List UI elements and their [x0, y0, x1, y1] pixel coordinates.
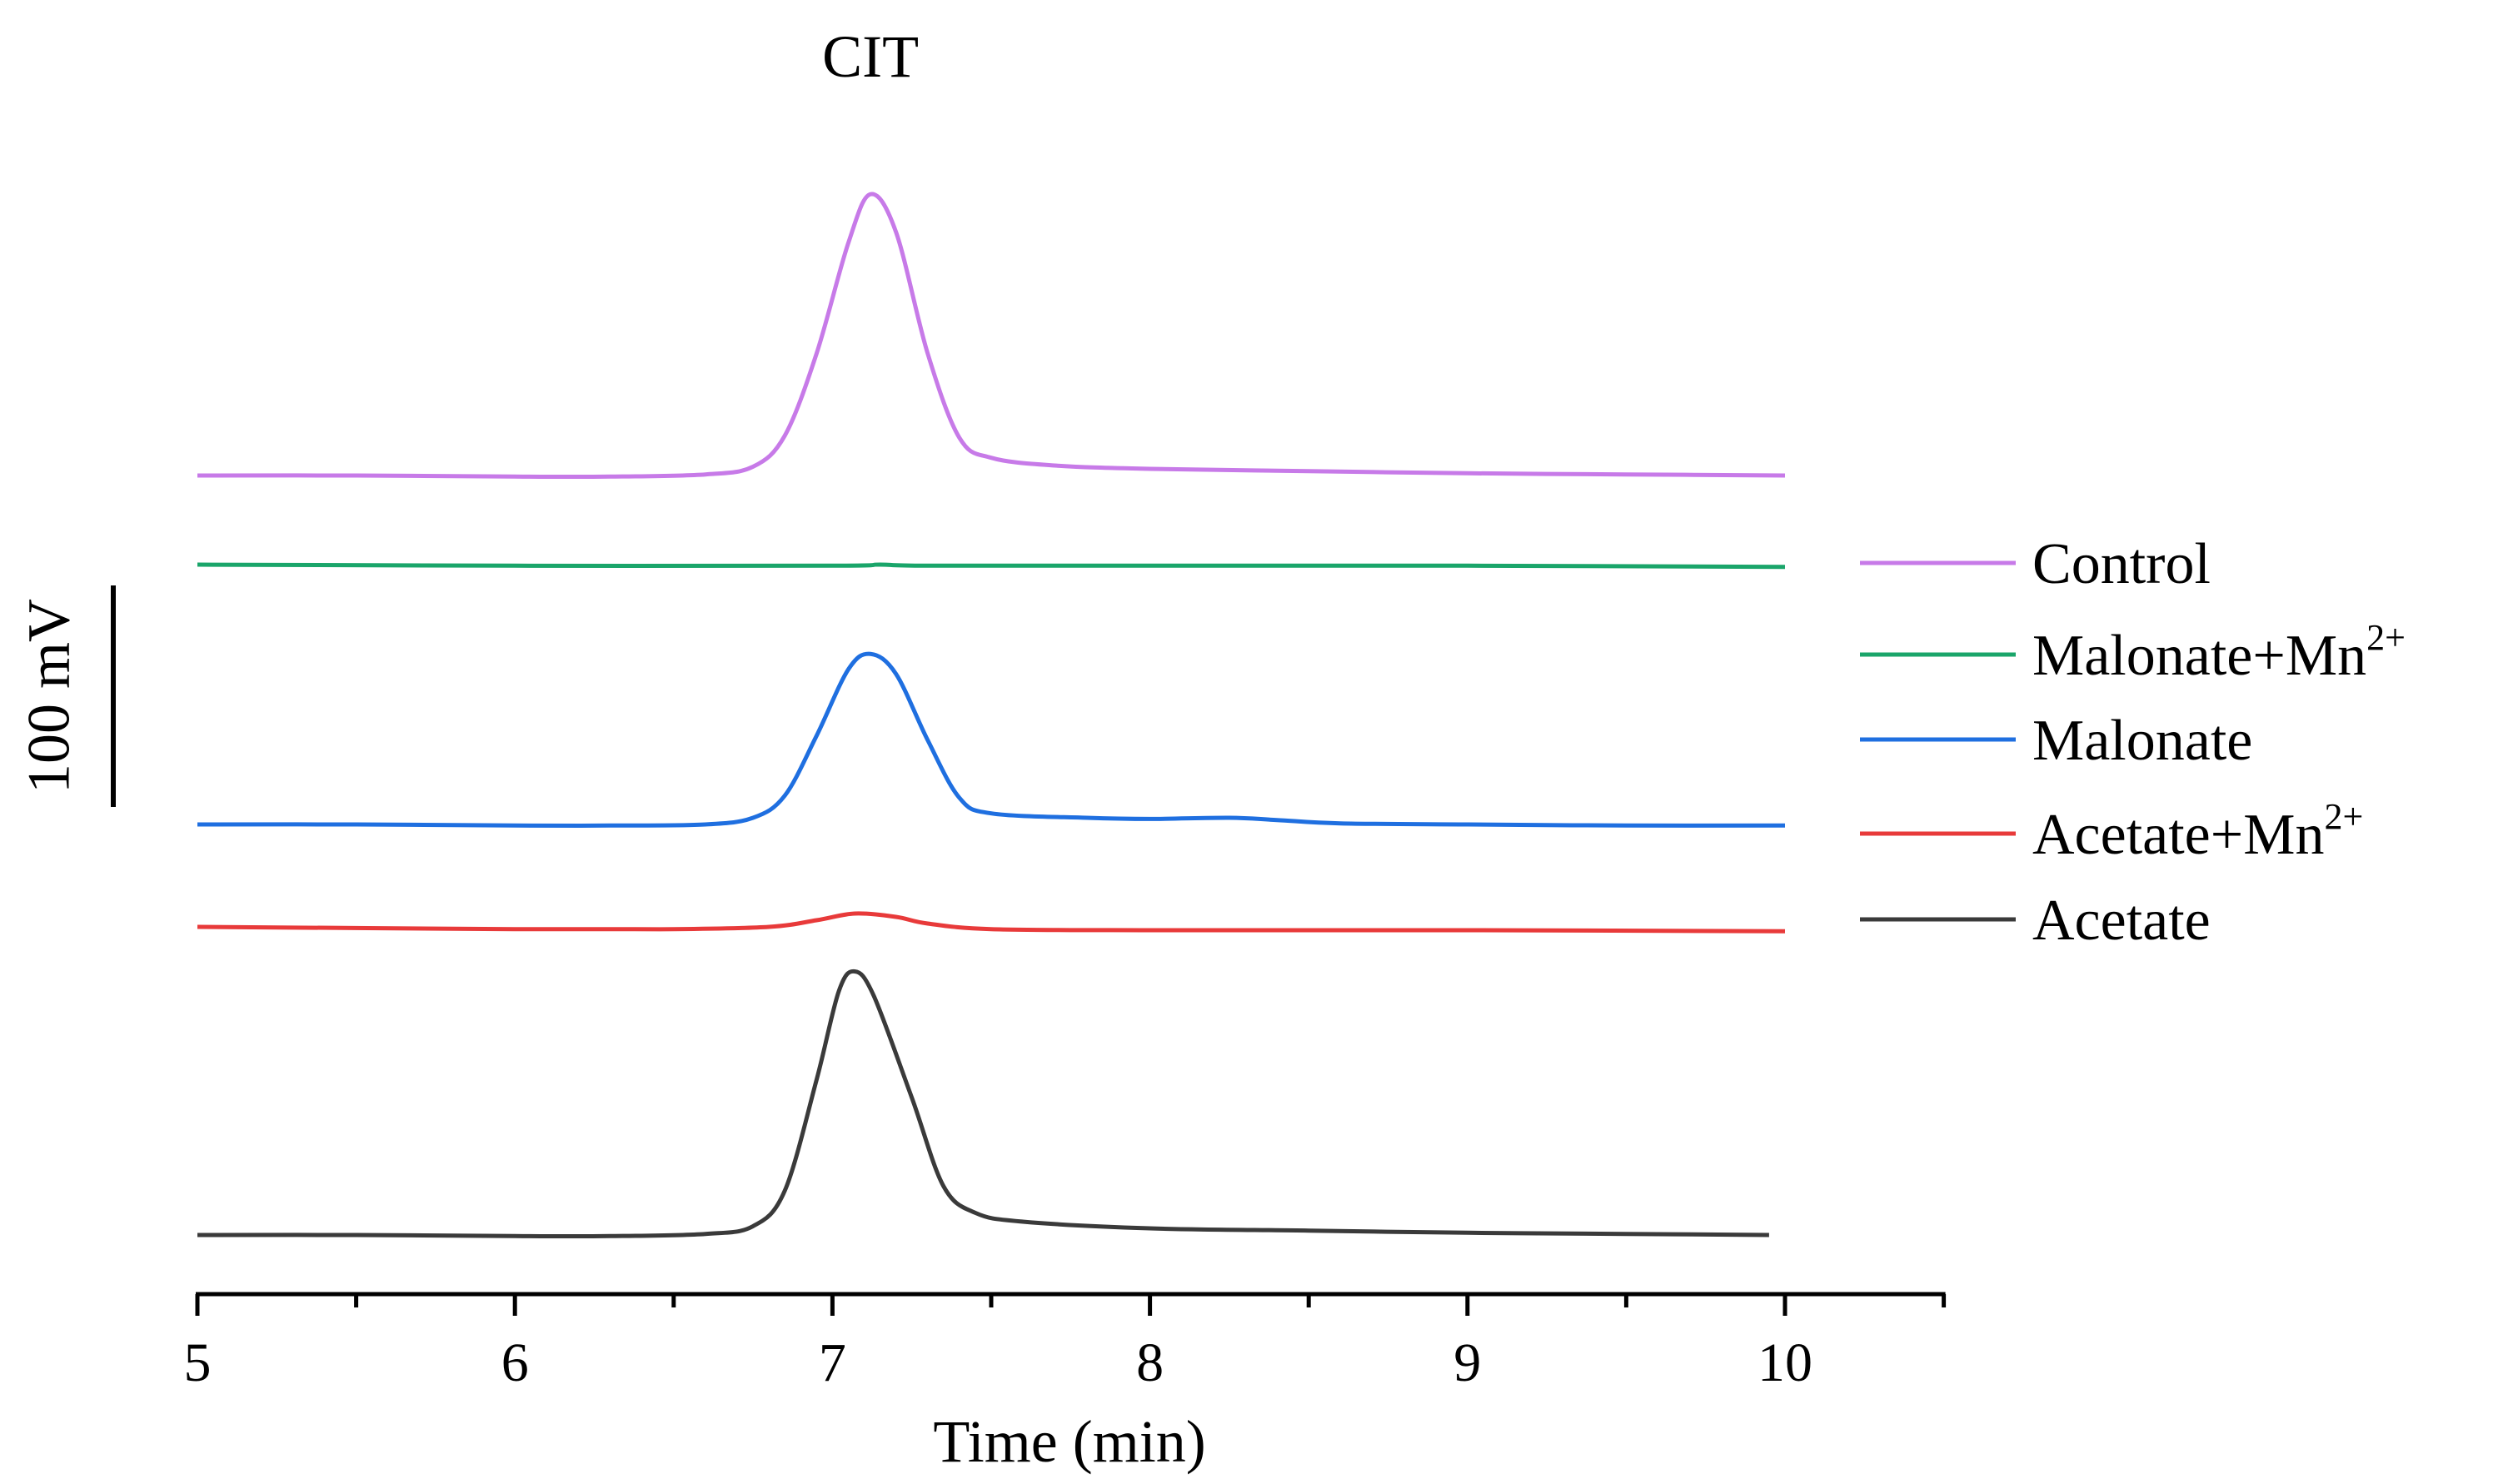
legend-item-malonate-mn2: Malonate+Mn2+ — [1860, 617, 2406, 688]
series-line-malonate — [197, 651, 1786, 829]
legend-label: Acetate — [2032, 889, 2211, 953]
traces-layer — [197, 192, 1786, 1239]
peak-annotation-cit: CIT — [822, 23, 919, 90]
legend: Control Malonate+Mn2+ Malonate Acetate+Mn2+… — [1860, 532, 2406, 953]
legend-item-acetate: Acetate — [1860, 889, 2211, 953]
x-tick-label: 10 — [1758, 1332, 1812, 1393]
legend-label: Control — [2032, 532, 2211, 596]
legend-item-malonate: Malonate — [1860, 709, 2252, 773]
x-tick-label: 9 — [1453, 1332, 1481, 1393]
legend-label: Malonate — [2032, 709, 2252, 773]
series-line-control — [197, 192, 1786, 480]
x-tick-label: 5 — [184, 1332, 212, 1393]
series-line-acetate-mn2 — [197, 911, 1786, 934]
scale-bar-label: 100 mV — [16, 599, 82, 794]
scale-bar: 100 mV — [16, 585, 116, 807]
x-axis-title: Time (min) — [933, 1408, 1205, 1475]
x-tick-label: 6 — [501, 1332, 529, 1393]
x-tick-label: 8 — [1136, 1332, 1164, 1393]
legend-label: Malonate+Mn2+ — [2032, 617, 2406, 688]
legend-item-acetate-mn2: Acetate+Mn2+ — [1860, 796, 2363, 867]
legend-item-control: Control — [1860, 532, 2211, 596]
series-line-malonate-mn2 — [197, 562, 1786, 570]
series-line-acetate — [197, 969, 1769, 1239]
x-ticks: 5 6 7 8 9 10 — [184, 1294, 1947, 1393]
legend-label: Acetate+Mn2+ — [2032, 796, 2363, 867]
x-tick-label: 7 — [819, 1332, 846, 1393]
